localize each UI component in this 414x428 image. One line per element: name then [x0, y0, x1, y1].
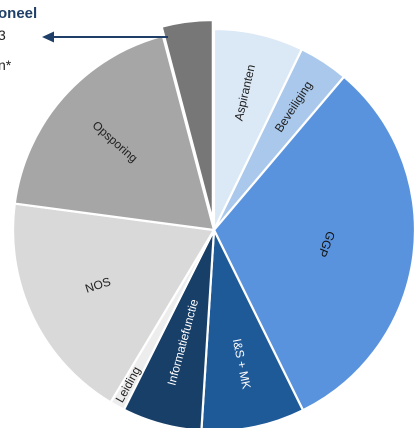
pie-slices: [11, 18, 414, 428]
pie-slice-nos: [11, 202, 216, 404]
pie-slice-unlabeled-0: [160, 18, 214, 223]
pie-slice-ggp: [212, 75, 414, 412]
callout: oneel 3 n*: [0, 5, 168, 73]
pie-slice-opsporing: [13, 34, 216, 232]
callout-arrow-head: [42, 31, 54, 43]
callout-line-2: n*: [0, 57, 12, 73]
callout-title: oneel: [0, 5, 37, 22]
pie-slice-i-s-mk: [200, 228, 305, 428]
callout-line-1: 3: [0, 27, 6, 43]
